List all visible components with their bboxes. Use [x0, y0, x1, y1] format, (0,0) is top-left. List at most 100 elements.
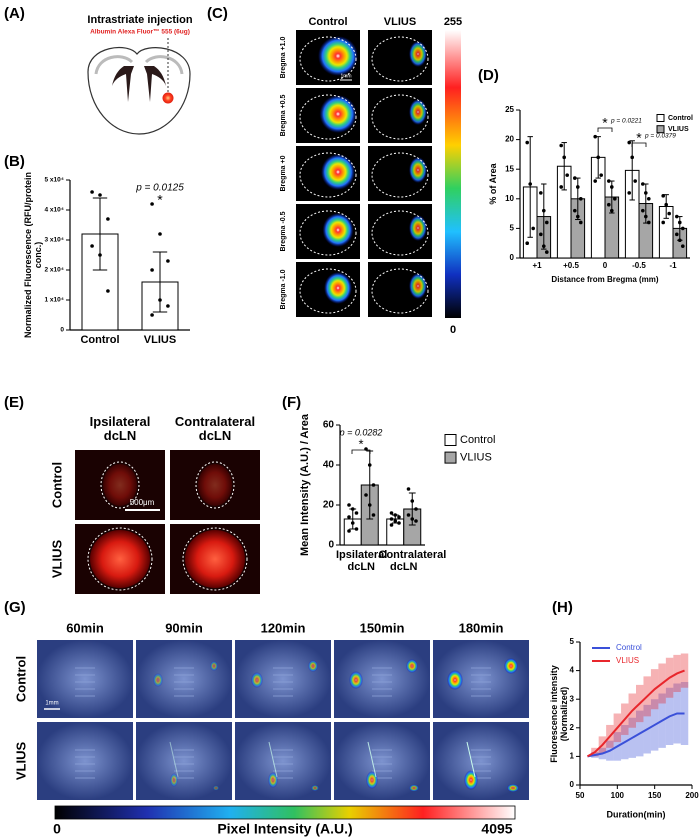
data-point — [633, 179, 637, 183]
data-point — [389, 523, 394, 527]
panel-label: (G) — [4, 599, 26, 616]
data-point — [90, 190, 94, 194]
data-point — [397, 515, 401, 519]
panel-label: (F) — [282, 394, 301, 411]
signal-trace — [367, 741, 377, 778]
data-point — [562, 155, 566, 160]
data-point — [544, 220, 549, 225]
data-point — [578, 197, 583, 201]
data-point — [371, 513, 376, 517]
significance-bracket — [351, 449, 371, 454]
data-point — [675, 214, 679, 219]
heat-blob — [324, 272, 352, 304]
panel-label: (A) — [4, 5, 25, 22]
data-point — [347, 503, 351, 507]
y-tick-label: 15 — [505, 164, 514, 173]
y-tick-label: 2 — [570, 723, 575, 732]
injection-title: Intrastriate injection — [87, 14, 192, 26]
y-tick-label: 4 x10⁴ — [45, 207, 64, 214]
y-axis-label: Mean Intensity (A.U.) / Area — [298, 414, 311, 557]
signal-spot — [268, 772, 278, 788]
data-point — [525, 241, 530, 245]
x-axis-label: Distance from Bregma (mm) — [551, 275, 658, 284]
data-point — [106, 217, 110, 221]
heat-blob — [321, 154, 355, 190]
scale-label: 1mm — [45, 701, 58, 707]
data-point — [354, 527, 359, 531]
data-point — [98, 253, 102, 257]
row-label: Bregma -1.0 — [280, 269, 287, 309]
data-point — [166, 259, 170, 263]
data-point — [607, 179, 611, 183]
brain-outline — [371, 268, 429, 314]
data-point — [410, 499, 415, 503]
data-point — [661, 194, 666, 198]
x-tick-label: 150 — [648, 791, 662, 800]
panel-label: (B) — [4, 153, 25, 170]
signal-spot — [464, 770, 478, 790]
y-tick-label: 0 — [510, 253, 515, 262]
legend-label: Control — [460, 434, 495, 446]
line — [586, 669, 685, 758]
data-point — [610, 208, 614, 213]
row-label: Bregma +0 — [280, 155, 287, 191]
signal-spot — [447, 670, 463, 690]
x-tick-label: Ipsilateral dcLN — [336, 549, 388, 574]
y-tick-label: 5 — [570, 637, 575, 646]
y-tick-label: 4 — [570, 666, 575, 675]
data-point — [675, 232, 679, 237]
x-tick-label: +1 — [532, 261, 542, 270]
annotation: p = 0.0282 — [339, 427, 383, 437]
lymph-outline — [100, 461, 140, 509]
legend-label: Control — [668, 115, 693, 122]
row-label: VLIUS — [49, 540, 64, 579]
annotation: * — [358, 436, 363, 451]
x-tick-label: VLIUS — [143, 334, 177, 346]
brain-diagram — [87, 38, 191, 135]
column-header: 60min — [66, 620, 104, 635]
data-point — [364, 493, 368, 497]
data-point — [406, 487, 411, 491]
significance-bracket — [631, 142, 647, 147]
data-point — [539, 191, 543, 195]
panel-label: (E) — [4, 394, 24, 411]
legend-label: VLIUS — [616, 656, 639, 665]
data-point — [150, 268, 154, 272]
y-tick-label: 25 — [505, 105, 514, 114]
data-point — [389, 511, 394, 515]
column-header: Control — [308, 16, 347, 28]
signal-trace — [466, 741, 476, 778]
data-point — [559, 143, 564, 148]
time-image — [136, 640, 232, 718]
data-point — [593, 179, 598, 183]
colorbar — [54, 805, 516, 820]
y-tick-label: 3 x10⁴ — [45, 237, 64, 244]
x-tick-label: -0.5 — [632, 261, 646, 270]
y-tick-label: 5 — [510, 224, 515, 233]
column-header: VLIUS — [384, 16, 416, 28]
data-point — [630, 155, 634, 160]
lymph-node — [103, 464, 137, 506]
scale-label: 1mm — [340, 73, 351, 79]
legend-label: Control — [616, 643, 642, 652]
data-point — [350, 507, 355, 511]
data-point — [667, 211, 671, 216]
data-point — [106, 289, 110, 293]
signal-spot — [213, 785, 219, 791]
y-tick-label: 20 — [323, 500, 335, 511]
data-point — [559, 185, 564, 189]
signal-spot — [366, 771, 378, 789]
data-point — [406, 513, 411, 517]
lymph-outline — [87, 527, 153, 591]
brain-outline — [371, 152, 429, 198]
brain-outline — [299, 268, 357, 314]
column-header: 90min — [165, 620, 203, 635]
y-axis-label: Normalized Fluorescence (RFU/protein con… — [23, 171, 43, 339]
colorbar-label: Pixel Intensity (A.U.) — [217, 821, 352, 837]
row-label: Bregma +1.0 — [280, 36, 287, 78]
data-point — [525, 140, 530, 145]
data-point — [397, 521, 401, 525]
heat-blob — [322, 213, 354, 247]
data-point — [576, 185, 580, 189]
data-point — [347, 515, 351, 519]
